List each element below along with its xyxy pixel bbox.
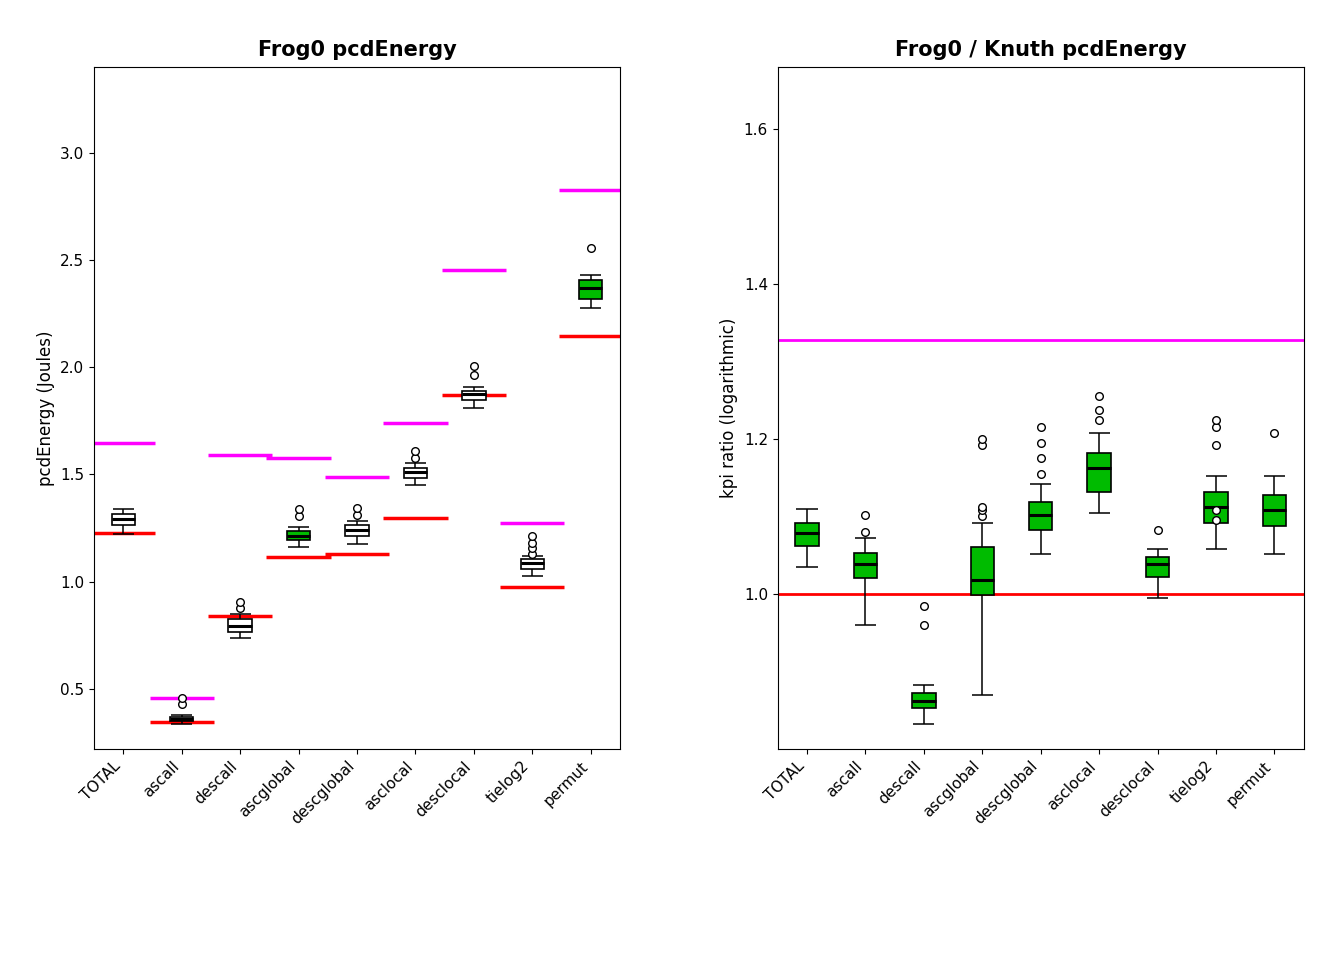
Bar [913,693,935,708]
Y-axis label: pcdEnergy (Joules): pcdEnergy (Joules) [36,330,55,486]
Bar [853,553,878,578]
Bar [520,559,544,568]
Bar [579,280,602,299]
Bar [1030,502,1052,530]
Title: Frog0 / Knuth pcdEnergy: Frog0 / Knuth pcdEnergy [895,40,1187,60]
Bar [462,391,485,400]
Bar [1263,494,1286,526]
Bar [345,525,368,536]
Bar [796,522,818,546]
Bar [286,531,310,540]
Bar [1204,492,1227,522]
Bar [403,468,427,478]
Y-axis label: kpi ratio (logarithmic): kpi ratio (logarithmic) [720,318,738,498]
Title: Frog0 pcdEnergy: Frog0 pcdEnergy [258,40,457,60]
Bar [1146,557,1169,577]
Bar [171,717,194,721]
Bar [112,515,134,525]
Bar [228,619,251,632]
Bar [970,547,995,595]
Bar [1087,453,1111,492]
